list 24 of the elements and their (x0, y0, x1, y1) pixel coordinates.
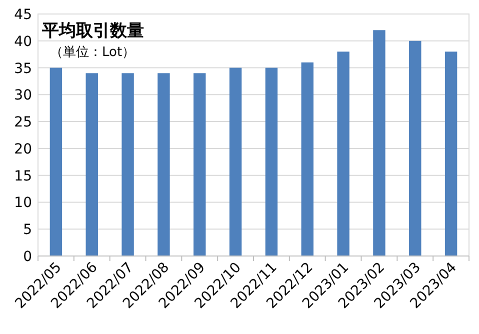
bar (158, 73, 170, 256)
bar (337, 52, 350, 256)
y-tick-label: 0 (23, 249, 32, 265)
y-tick-label: 40 (14, 34, 32, 50)
y-tick-label: 15 (14, 168, 32, 184)
y-tick-label: 20 (14, 141, 32, 158)
bar (301, 62, 314, 256)
bar (50, 68, 62, 256)
bar (194, 73, 206, 256)
y-tick-label: 30 (14, 88, 32, 104)
bar (86, 73, 98, 256)
chart-title: 平均取引数量 (41, 21, 144, 41)
bar (409, 40, 422, 256)
y-tick-label: 25 (14, 114, 32, 131)
bar (265, 68, 278, 256)
bar (122, 73, 134, 256)
bar (373, 30, 386, 256)
y-tick-label: 10 (14, 195, 32, 212)
y-tick-label: 45 (14, 7, 32, 23)
y-tick-label: 35 (14, 60, 32, 77)
bar (444, 52, 458, 256)
text: （単位：Lot） (50, 45, 136, 60)
y-tick-label: 5 (23, 222, 32, 238)
bar (229, 68, 242, 256)
